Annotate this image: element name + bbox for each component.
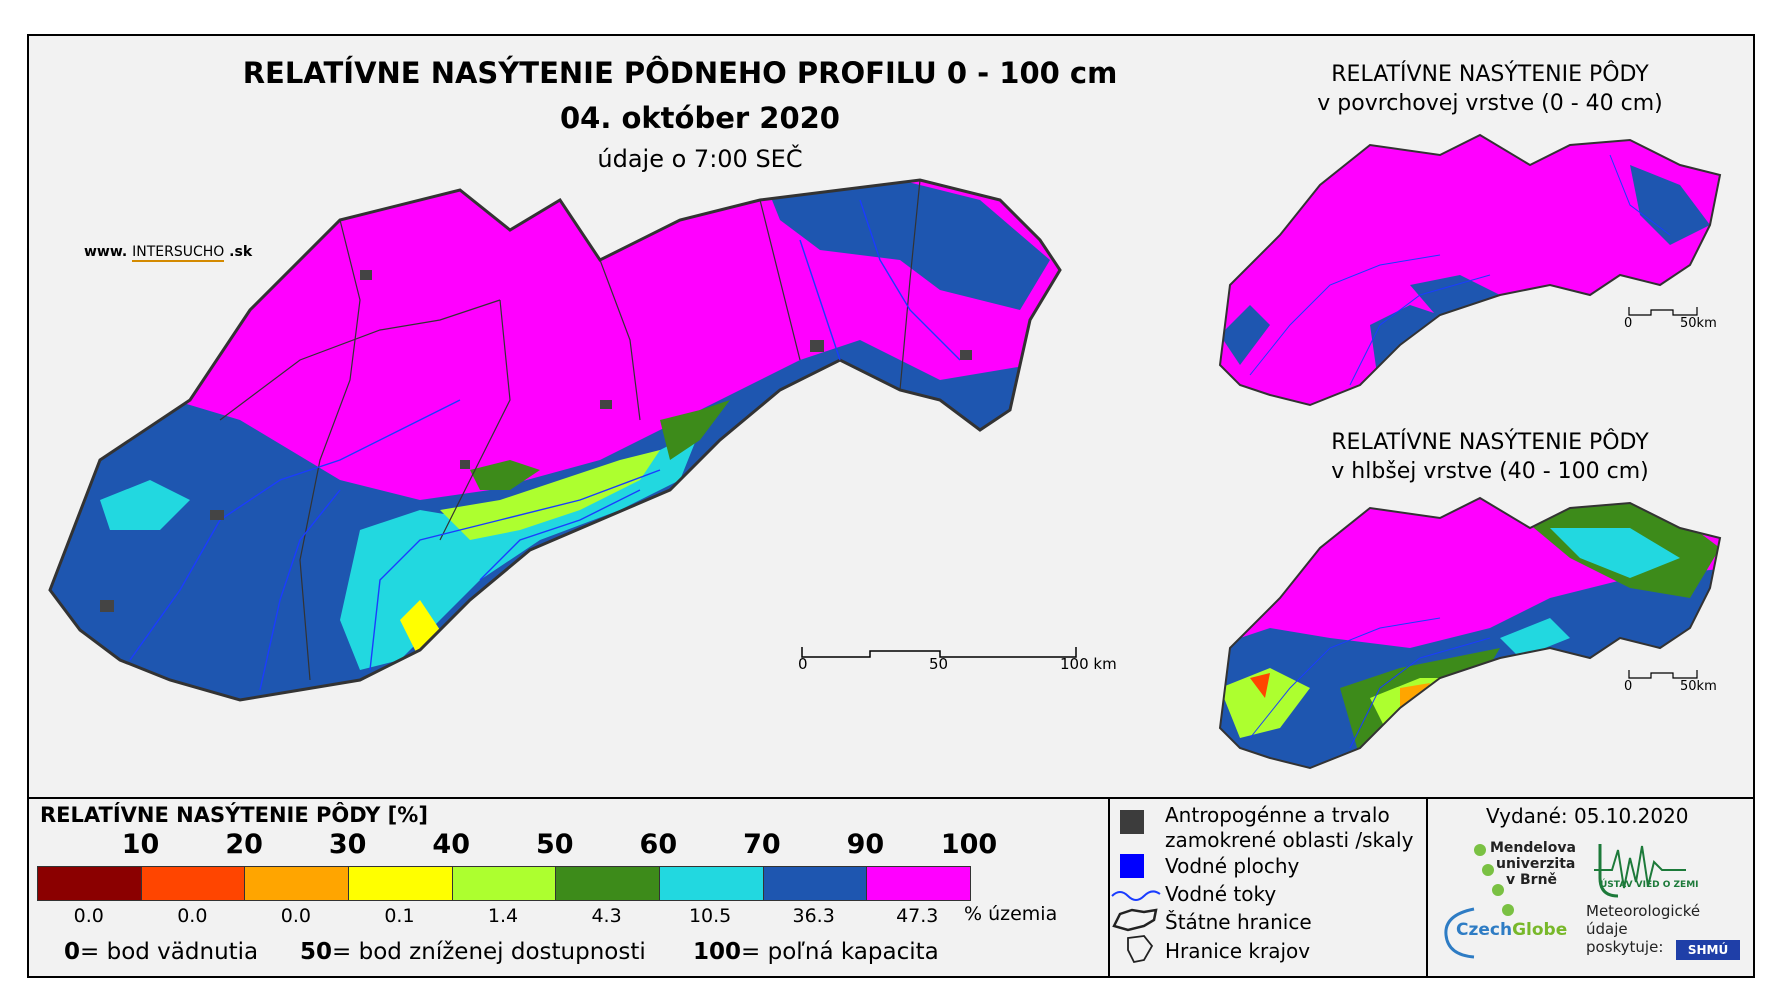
- legend-share-4: 0.1: [384, 905, 415, 927]
- rivers-label: Vodné toky: [1165, 882, 1277, 906]
- legend-class-9: [866, 867, 971, 900]
- legend-class-6: [555, 867, 660, 900]
- region-border-symbol: [1127, 935, 1154, 964]
- main-map: [48, 178, 1062, 702]
- legend-tick-100: 100: [940, 829, 998, 860]
- legend-class-2: [140, 867, 245, 900]
- region-border-label: Hranice krajov: [1165, 939, 1311, 963]
- water-bodies-label: Vodné plochy: [1165, 854, 1300, 878]
- inset-bottom-title-line2: v hlbšej vrstve (40 - 100 cm): [1331, 459, 1649, 484]
- legend-share-7: 10.5: [688, 905, 732, 927]
- legend-share-unit: % územia: [964, 903, 1058, 925]
- mendel-line2: univerzita: [1496, 856, 1576, 872]
- legend-class-3: [244, 867, 349, 900]
- issued-date: Vydané: 05.10.2020: [1486, 804, 1689, 828]
- note-wilting-value: 0: [64, 939, 81, 965]
- mendel-text: Mendelova univerzita v Brně: [1490, 840, 1576, 888]
- website-brand: INTERSUCHO: [132, 244, 225, 262]
- mendel-line3: v Brně: [1506, 872, 1558, 888]
- urban-area-label-line2: zamokrené oblasti /skaly: [1165, 828, 1414, 852]
- note-reduced-text: = bod zníženej dostupnosti: [332, 939, 646, 965]
- inset-top-title: RELATÍVNE NASÝTENIE PÔDY v povrchovej vr…: [1250, 60, 1730, 118]
- inset-top-title-line1: RELATÍVNE NASÝTENIE PÔDY: [1331, 62, 1649, 87]
- main-scale-bar: [801, 647, 1077, 658]
- shmu-logo: SHMÚ: [1676, 940, 1740, 960]
- legend-tick-10: 10: [121, 829, 160, 860]
- met-line3: poskytuje:: [1586, 938, 1664, 956]
- legend-class-8: [762, 867, 867, 900]
- legend-panel: [27, 797, 1755, 978]
- legend-share-5: 1.4: [487, 905, 519, 927]
- legend-tick-20: 20: [225, 829, 263, 860]
- urban-area-label-line1: Antropogénne a trvalo: [1165, 803, 1390, 827]
- mendel-logo: [1470, 842, 1540, 916]
- website-suffix: .sk: [229, 244, 253, 260]
- mendel-line1: Mendelova: [1490, 840, 1576, 856]
- legend-colorbar: [37, 866, 971, 901]
- legend-tick-60: 60: [639, 829, 678, 860]
- ustav-logo: [1594, 844, 1686, 898]
- state-border-symbol: [1112, 908, 1158, 932]
- legend-tick-70: 70: [743, 829, 781, 860]
- czechglobe-arc: [1444, 907, 1475, 959]
- urban-area-label: Antropogénne a trvalo zamokrené oblasti …: [1165, 803, 1413, 853]
- legend-note-capacity: 100= poľná kapacita: [693, 939, 939, 965]
- legend-share-1: 0.0: [73, 905, 104, 927]
- legend-note-reduced: 50= bod zníženej dostupnosti: [300, 939, 646, 965]
- main-map-title: RELATÍVNE NASÝTENIE PÔDNEHO PROFILU 0 - …: [242, 56, 1118, 90]
- inset-top-scale-0: 0: [1624, 316, 1633, 331]
- inset-bottom-scale-bar: [1628, 670, 1698, 679]
- legend-tick-30: 30: [328, 829, 367, 860]
- rivers-symbol: [1111, 890, 1161, 901]
- inset-bottom-title: RELATÍVNE NASÝTENIE PÔDY v hlbšej vrstve…: [1250, 428, 1730, 486]
- met-data-text: Meteorologické údaje poskytuje:: [1586, 902, 1700, 956]
- legend-tick-90: 90: [846, 829, 885, 860]
- legend-share-8: 36.3: [792, 905, 835, 927]
- note-reduced-value: 50: [300, 939, 333, 965]
- inset-top-title-line2: v povrchovej vrstve (0 - 40 cm): [1317, 91, 1663, 116]
- legend-tick-50: 50: [535, 829, 574, 860]
- website-prefix: www.: [84, 244, 128, 260]
- legend-divider-2: [1426, 797, 1428, 978]
- legend-share-9: 47.3: [896, 905, 939, 927]
- website-link[interactable]: www. INTERSUCHO .sk: [84, 244, 253, 262]
- main-scale-0: 0: [798, 655, 808, 673]
- note-capacity-value: 100: [693, 939, 742, 965]
- note-wilting-text: = bod vädnutia: [80, 939, 259, 965]
- inset-bottom-scale-50: 50km: [1680, 679, 1717, 694]
- met-line2: údaje: [1586, 920, 1628, 938]
- legend-class-1: [38, 867, 141, 900]
- inset-bottom-map: [1218, 496, 1722, 770]
- czechglobe-b: Globe: [1512, 920, 1568, 940]
- inset-top-scale-50: 50km: [1680, 316, 1717, 331]
- met-line1: Meteorologické: [1586, 902, 1701, 920]
- legend-note-wilting: 0= bod vädnutia: [64, 939, 258, 965]
- legend-share-3: 0.0: [280, 905, 311, 927]
- main-map-time-note: údaje o 7:00 SEČ: [597, 145, 803, 173]
- state-border-label: Štátne hranice: [1165, 910, 1312, 934]
- czechglobe-logo-text: CzechGlobe: [1456, 920, 1567, 940]
- urban-area-swatch: [1120, 810, 1144, 834]
- legend-tick-40: 40: [432, 829, 470, 860]
- legend-divider-1: [1108, 797, 1110, 978]
- inset-top-map: [1218, 133, 1722, 407]
- main-map-date: 04. október 2020: [559, 101, 840, 135]
- legend-class-4: [348, 867, 452, 900]
- czechglobe-a: Czech: [1456, 920, 1513, 940]
- water-bodies-swatch: [1120, 854, 1144, 878]
- inset-bottom-scale-0: 0: [1624, 679, 1633, 694]
- legend-class-7: [659, 867, 763, 900]
- legend-share-2: 0.0: [177, 905, 208, 927]
- main-scale-50: 50: [929, 655, 949, 673]
- ustav-text: ÚSTAV VIED O ZEMI: [1600, 880, 1699, 890]
- legend-title: RELATÍVNE NASÝTENIE PÔDY [%]: [40, 803, 428, 827]
- note-capacity-text: = poľná kapacita: [741, 939, 939, 965]
- main-scale-100: 100 km: [1060, 655, 1117, 673]
- legend-share-6: 4.3: [591, 905, 622, 927]
- legend-class-5: [451, 867, 556, 900]
- inset-top-scale-bar: [1628, 307, 1698, 316]
- inset-bottom-title-line1: RELATÍVNE NASÝTENIE PÔDY: [1331, 430, 1649, 455]
